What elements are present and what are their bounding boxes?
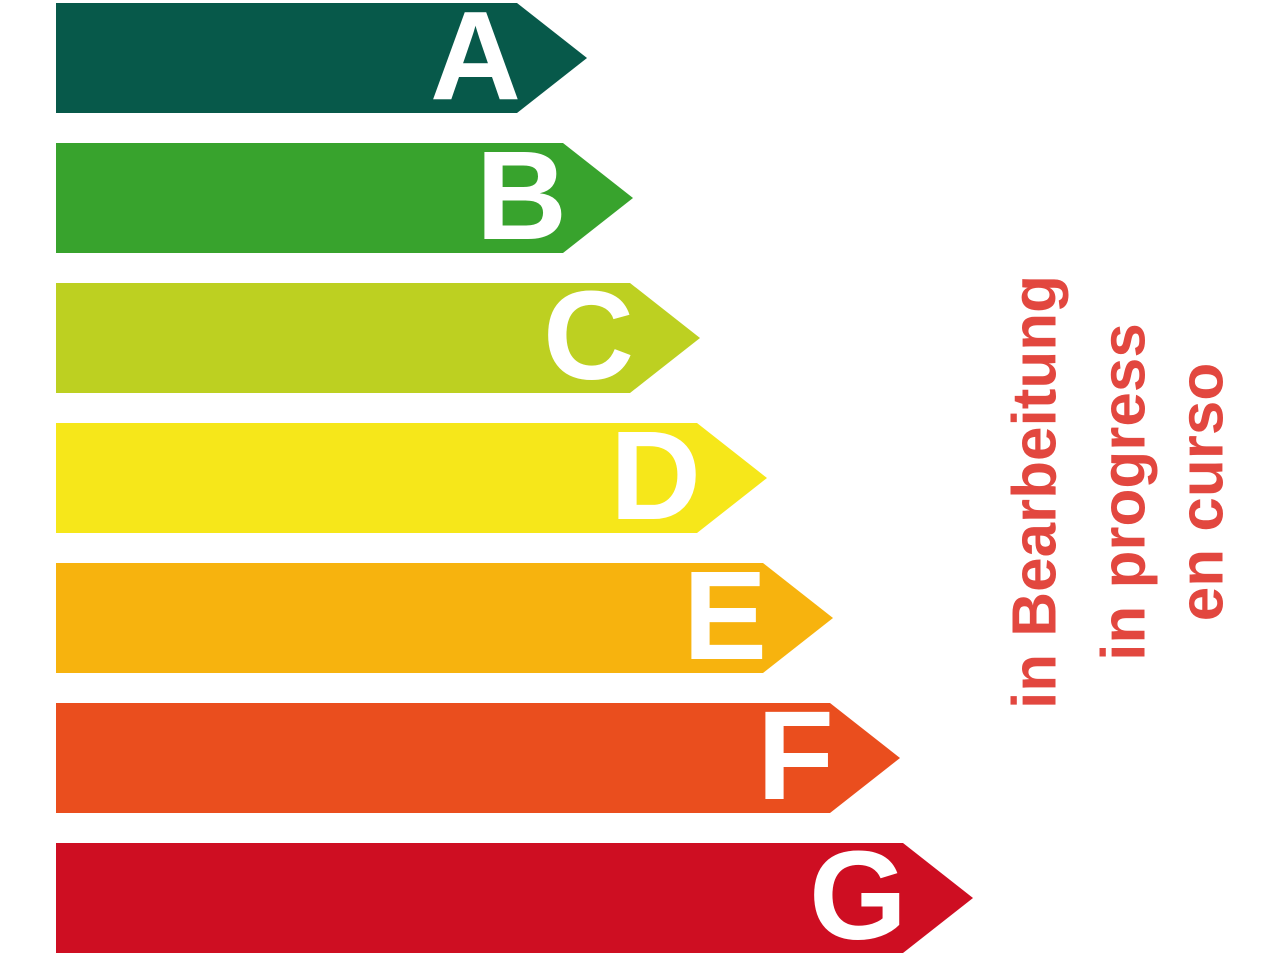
rating-arrow-c: C: [56, 283, 700, 393]
rating-letter-a: A: [430, 0, 521, 126]
rating-letter-g: G: [808, 825, 907, 960]
rating-letter-c: C: [543, 265, 634, 406]
rating-arrow-a: A: [56, 3, 587, 113]
rating-arrow-g: G: [56, 843, 973, 953]
rating-arrow-e: E: [56, 563, 833, 673]
status-label-1: in Bearbeitung: [1000, 274, 1070, 710]
rating-letter-e: E: [682, 545, 767, 686]
rating-letter-f: F: [757, 685, 834, 826]
status-label-2: in progress: [1089, 323, 1159, 661]
rating-arrow-b: B: [56, 143, 633, 253]
rating-arrow-f: F: [56, 703, 900, 813]
status-label-3: en curso: [1167, 362, 1237, 622]
rating-letter-d: D: [610, 405, 701, 546]
rating-arrow-d: D: [56, 423, 767, 533]
rating-letter-b: B: [476, 125, 567, 266]
